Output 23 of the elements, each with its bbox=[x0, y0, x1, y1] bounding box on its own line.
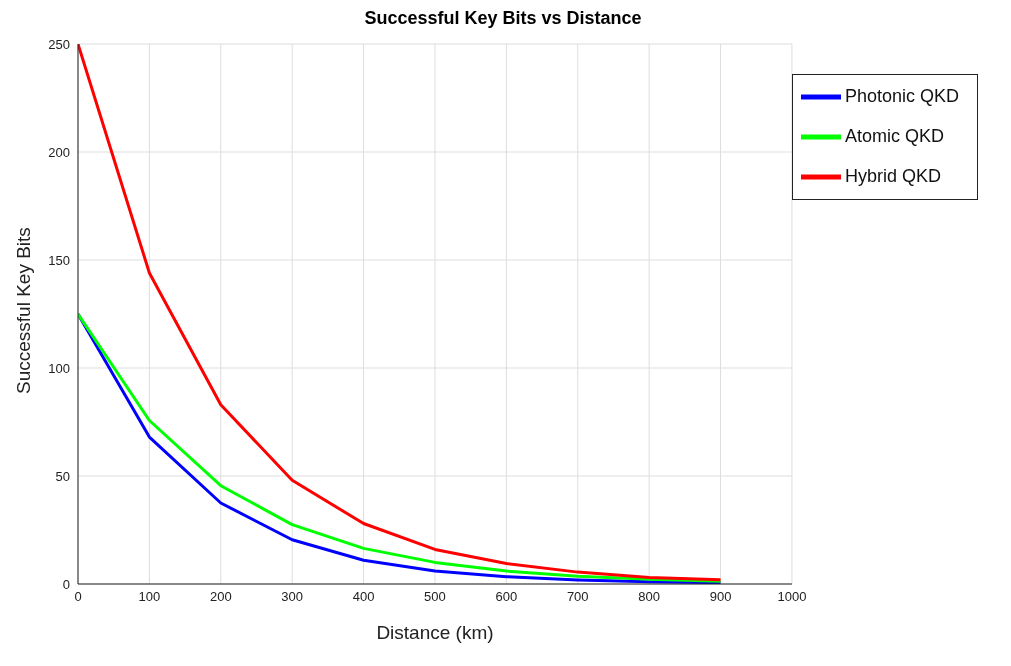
y-tick-label: 250 bbox=[48, 36, 70, 52]
y-axis-title: Successful Key Bits bbox=[12, 227, 34, 394]
x-tick-label: 600 bbox=[495, 589, 518, 605]
legend-label: Photonic QKD bbox=[844, 85, 959, 106]
y-tick-label: 150 bbox=[48, 252, 70, 268]
x-tick-label: 0 bbox=[74, 589, 82, 605]
x-tick-label: 800 bbox=[638, 589, 660, 605]
y-tick-label: 0 bbox=[62, 576, 70, 592]
x-tick-label: 300 bbox=[281, 589, 304, 605]
x-tick-label: 1000 bbox=[777, 589, 807, 605]
x-tick-label: 100 bbox=[138, 589, 161, 605]
x-tick-label: 900 bbox=[709, 589, 732, 605]
y-tick-label: 200 bbox=[48, 144, 70, 160]
x-tick-label: 200 bbox=[209, 589, 232, 605]
legend-label: Atomic QKD bbox=[844, 125, 944, 146]
y-tick-label: 100 bbox=[48, 360, 70, 376]
x-axis-title: Distance (km) bbox=[376, 622, 494, 643]
y-tick-label: 50 bbox=[55, 468, 70, 484]
legend-label: Hybrid QKD bbox=[844, 165, 941, 186]
x-tick-label: 500 bbox=[424, 589, 446, 605]
x-tick-label: 400 bbox=[352, 589, 375, 605]
x-tick-label: 700 bbox=[566, 589, 589, 605]
chart-title: Successful Key Bits vs Distance bbox=[363, 8, 643, 30]
